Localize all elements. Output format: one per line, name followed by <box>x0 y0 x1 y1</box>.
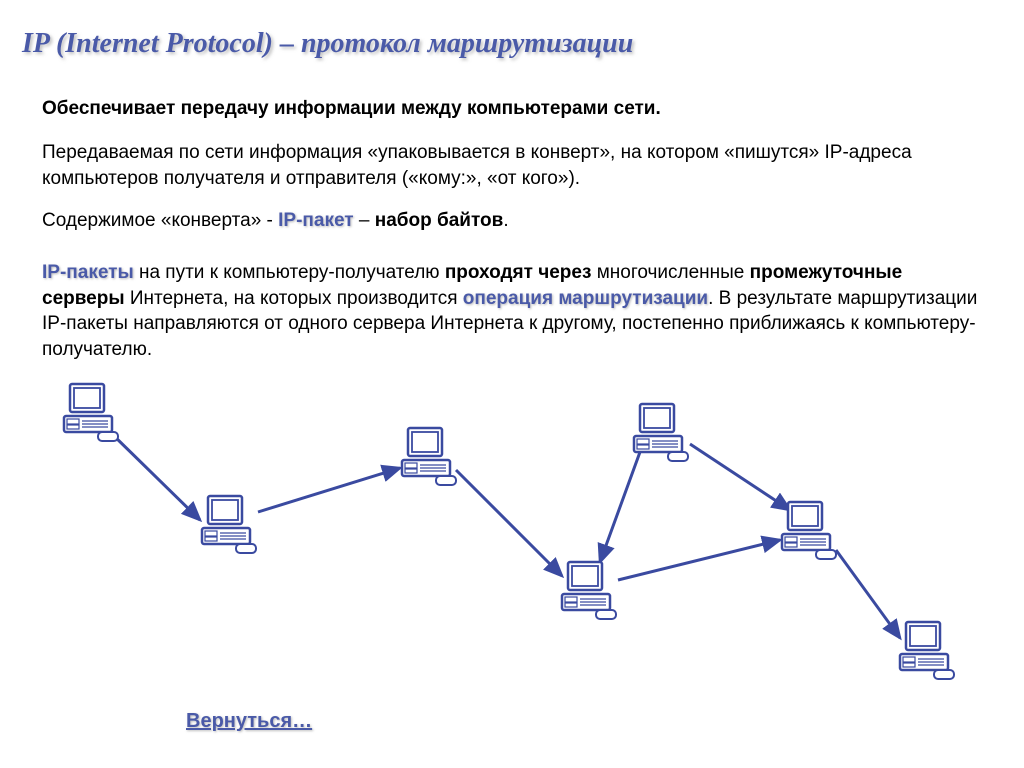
network-diagram <box>0 370 1024 710</box>
paragraph-4: IP-пакеты на пути к компьютеру-получател… <box>42 260 982 363</box>
p3-text-e: . <box>503 210 508 231</box>
back-link[interactable]: Вернуться… <box>186 710 312 733</box>
ip-packets-term: IP-пакеты <box>42 262 134 283</box>
paragraph-2: Передаваемая по сети информация «упаковы… <box>42 140 982 191</box>
diagram-edge <box>836 550 900 638</box>
computer-icon <box>632 402 690 462</box>
diagram-edge <box>618 540 780 580</box>
computer-icon <box>400 426 458 486</box>
diagram-edge <box>690 444 790 510</box>
paragraph-3: Содержимое «конверта» - IP-пакет – набор… <box>42 208 982 234</box>
diagram-edge <box>110 432 200 520</box>
diagram-arrows <box>0 370 1024 710</box>
p4-text-c: проходят через <box>445 262 592 283</box>
p3-text-c: – <box>354 210 375 231</box>
computer-icon <box>780 500 838 560</box>
diagram-edge <box>456 470 562 576</box>
diagram-edge <box>600 452 640 562</box>
routing-operation-term: операция маршрутизации <box>463 288 708 309</box>
computer-icon <box>560 560 618 620</box>
diagram-edge <box>258 468 400 512</box>
p3-text-d: набор байтов <box>375 210 504 231</box>
p3-text-a: Содержимое «конверта» - <box>42 210 278 231</box>
p4-text-f: Интернета, на которых производится <box>125 288 463 309</box>
paragraph-1: Обеспечивает передачу информации между к… <box>42 96 982 122</box>
p4-text-b: на пути к компьютеру-получателю <box>134 262 445 283</box>
ip-packet-term: IP-пакет <box>278 210 353 231</box>
computer-icon <box>200 494 258 554</box>
p4-text-d: многочисленные <box>591 262 749 283</box>
computer-icon <box>898 620 956 680</box>
page-title: IP (Internet Protocol) – протокол маршру… <box>22 28 633 60</box>
computer-icon <box>62 382 120 442</box>
